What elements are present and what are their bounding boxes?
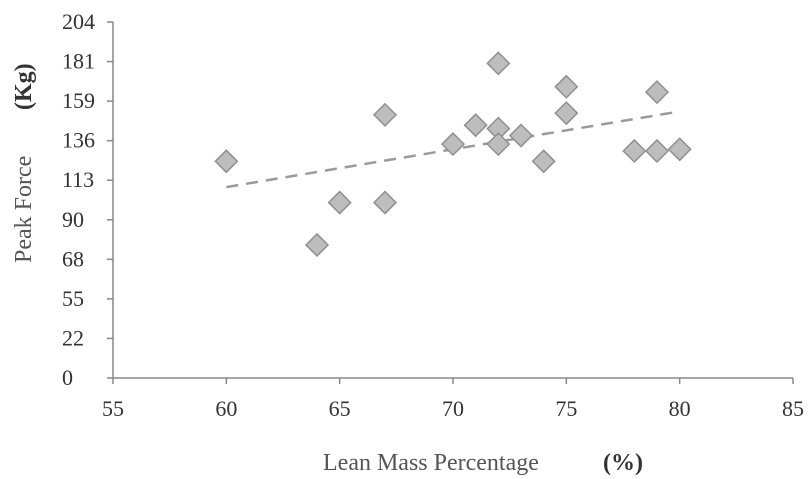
data-point-diamond: [304, 232, 330, 258]
y-tick-label: 90: [62, 207, 84, 232]
x-tick-label: 75: [555, 396, 577, 421]
y-tick-label: 159: [62, 88, 95, 113]
x-tick-label: 80: [669, 396, 691, 421]
x-tick-label: 55: [102, 396, 124, 421]
data-point-diamond: [486, 51, 511, 76]
data-point-diamond: [463, 113, 488, 138]
data-point-diamond: [622, 138, 647, 164]
data-point-diamond: [667, 137, 692, 162]
x-tick-label: 65: [329, 396, 351, 421]
data-point-diamond: [508, 123, 534, 148]
data-point-diamond: [644, 80, 670, 105]
x-axis-ticks: 55 60 65 70 75 80 85: [102, 378, 804, 421]
data-point-diamond: [372, 102, 398, 127]
y-tick-label: 204: [62, 9, 95, 34]
y-tick-label: 55: [62, 286, 84, 311]
x-tick-label: 85: [782, 396, 804, 421]
data-point-diamond: [531, 149, 556, 174]
y-axis-title: Peak Force: [11, 156, 37, 263]
x-tick-label: 70: [442, 396, 464, 421]
data-point-diamond: [440, 132, 466, 157]
data-point-diamond: [486, 132, 511, 157]
y-tick-label: 113: [62, 167, 94, 192]
y-axis-ticks: 0 22 55 68 90 113 136 159 181 204: [62, 9, 113, 390]
data-point-diamond: [372, 190, 398, 215]
data-points: [214, 51, 692, 258]
y-tick-label: 0: [62, 365, 73, 390]
x-tick-label: 60: [215, 396, 237, 421]
data-point-diamond: [644, 138, 670, 164]
x-axis-title: Lean Mass Percentage: [323, 450, 539, 476]
x-axis-unit: (%): [603, 450, 643, 476]
y-tick-label: 181: [62, 49, 95, 74]
y-tick-label: 136: [62, 128, 95, 153]
data-point-diamond: [554, 101, 579, 126]
y-tick-label: 68: [62, 246, 84, 271]
data-point-diamond: [554, 74, 579, 99]
y-tick-label: 22: [62, 325, 84, 350]
data-point-diamond: [327, 190, 352, 215]
data-point-diamond: [214, 149, 239, 174]
y-axis-unit: (Kg): [11, 63, 37, 110]
